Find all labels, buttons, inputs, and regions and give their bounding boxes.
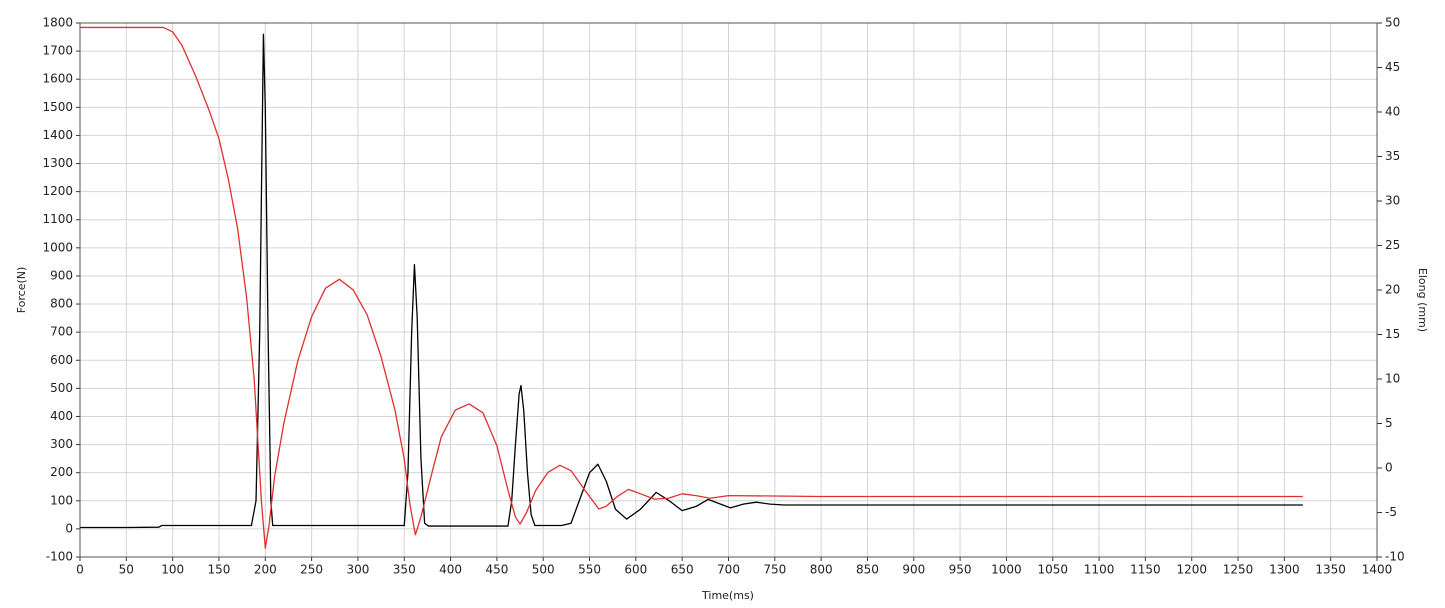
y2-tick-label: 20 — [1385, 283, 1400, 297]
y2-tick-label: 40 — [1385, 105, 1400, 119]
x-tick-label: 1350 — [1315, 563, 1346, 577]
y2-tick-label: 25 — [1385, 238, 1400, 252]
x-tick-label: 800 — [810, 563, 833, 577]
x-tick-label: 1250 — [1223, 563, 1254, 577]
y-tick-label: 900 — [50, 268, 73, 282]
y-tick-label: 0 — [65, 521, 73, 535]
y-tick-label: 800 — [50, 297, 73, 311]
y2-tick-label: 0 — [1385, 461, 1393, 475]
x-axis-label: Time(ms) — [701, 589, 754, 602]
x-tick-label: 1000 — [991, 563, 1022, 577]
x-tick-label: 650 — [671, 563, 694, 577]
y-tick-label: 200 — [50, 465, 73, 479]
x-tick-label: 250 — [300, 563, 323, 577]
x-tick-label: 1050 — [1037, 563, 1068, 577]
y-tick-label: 1800 — [42, 16, 73, 30]
x-tick-label: 1100 — [1084, 563, 1115, 577]
x-tick-label: 1150 — [1130, 563, 1161, 577]
y-tick-label: 1700 — [42, 44, 73, 58]
y2-tick-label: 45 — [1385, 60, 1400, 74]
series-line — [80, 26, 1303, 549]
y2-tick-label: 30 — [1385, 194, 1400, 208]
y-tick-label: 1600 — [42, 72, 73, 86]
plot-frame — [79, 22, 1378, 558]
y-tick-label: 300 — [50, 437, 73, 451]
y-axis-label: Force(N) — [15, 267, 28, 314]
y-tick-label: 1500 — [42, 100, 73, 114]
x-tick-label: 100 — [161, 563, 184, 577]
y-tick-label: 1400 — [42, 128, 73, 142]
y2-tick-label: -5 — [1385, 505, 1397, 519]
y-tick-label: 1100 — [42, 212, 73, 226]
y-tick-label: 600 — [50, 353, 73, 367]
x-tick-label: 900 — [902, 563, 925, 577]
x-tick-label: 300 — [346, 563, 369, 577]
x-tick-label: 200 — [254, 563, 277, 577]
x-tick-label: 500 — [532, 563, 555, 577]
x-tick-label: 950 — [949, 563, 972, 577]
x-tick-label: 1200 — [1176, 563, 1207, 577]
series-line — [80, 33, 1303, 529]
x-tick-label: 450 — [485, 563, 508, 577]
y2-tick-label: 10 — [1385, 372, 1400, 386]
x-tick-label: 750 — [763, 563, 786, 577]
x-tick-label: 150 — [208, 563, 231, 577]
y-tick-label: 400 — [50, 409, 73, 423]
x-tick-label: 350 — [393, 563, 416, 577]
x-tick-label: 50 — [119, 563, 134, 577]
y-tick-label: 100 — [50, 493, 73, 507]
x-tick-label: 700 — [717, 563, 740, 577]
x-tick-label: 400 — [439, 563, 462, 577]
y-tick-label: 1300 — [42, 156, 73, 170]
x-tick-label: 600 — [624, 563, 647, 577]
y2-tick-label: -10 — [1385, 550, 1405, 564]
x-tick-label: 0 — [76, 563, 84, 577]
x-tick-label: 1300 — [1269, 563, 1300, 577]
y2-tick-label: 50 — [1385, 16, 1400, 30]
y-tick-label: -100 — [46, 550, 73, 564]
y2-tick-label: 35 — [1385, 149, 1400, 163]
y2-axis-label: Elong (mm) — [1416, 268, 1429, 332]
y-tick-label: 1000 — [42, 240, 73, 254]
y2-tick-label: 5 — [1385, 416, 1393, 430]
x-tick-label: 1400 — [1362, 563, 1393, 577]
x-tick-label: 850 — [856, 563, 879, 577]
y-tick-label: 1200 — [42, 184, 73, 198]
y-tick-label: 700 — [50, 325, 73, 339]
y2-tick-label: 15 — [1385, 327, 1400, 341]
x-tick-label: 550 — [578, 563, 601, 577]
y-tick-label: 500 — [50, 381, 73, 395]
